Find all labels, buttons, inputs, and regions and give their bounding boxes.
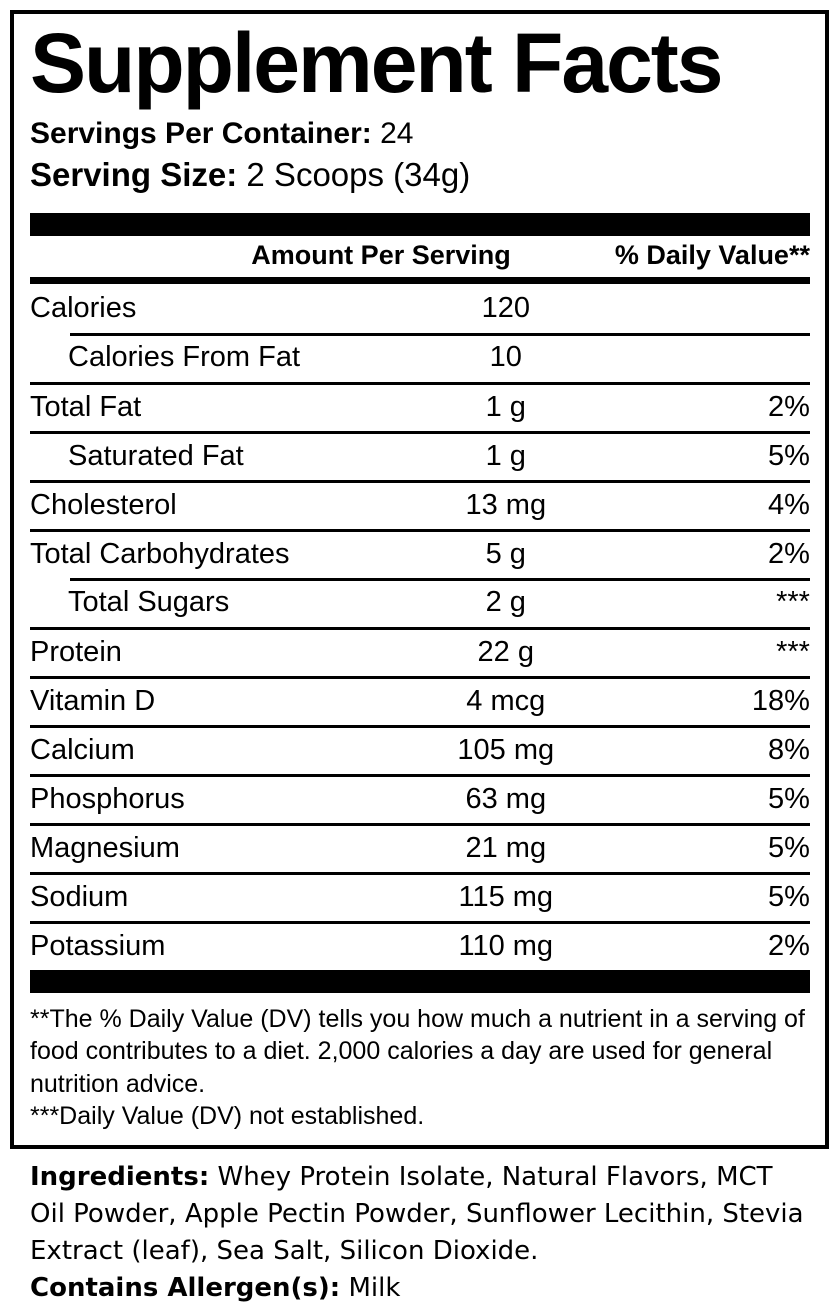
nutrient-dv: 5% [768, 783, 810, 816]
nutrient-dv: 18% [751, 685, 810, 718]
nutrient-dv: 5% [768, 832, 810, 865]
table-row-potassium: Potassium 110 mg 2% [30, 920, 810, 970]
nutrient-dv: 8% [768, 734, 810, 767]
nutrient-name: Cholesterol [30, 489, 177, 522]
dv-not-established-footnote: ***Daily Value (DV) not established. [30, 1102, 425, 1131]
table-row-total-fat: Total Fat 1 g 2% [30, 381, 810, 431]
table-row-magnesium: Magnesium 21 mg 5% [30, 822, 810, 872]
nutrient-name: Phosphorus [30, 783, 185, 816]
nutrient-amount: 1 g [485, 391, 526, 424]
nutrient-name: Total Sugars [68, 585, 230, 618]
serving-size-value: 2 Scoops (34g) [246, 156, 471, 194]
ingredients-label: Ingredients: [30, 1161, 210, 1192]
nutrient-name: Vitamin D [30, 685, 156, 718]
table-row-calories: Calories 120 [30, 284, 810, 333]
servings-per-container-line: Servings Per Container: 24 [30, 114, 810, 154]
nutrient-name: Total Carbohydrates [30, 538, 290, 571]
table-row-vitamin-d: Vitamin D 4 mcg 18% [30, 675, 810, 725]
ingredients-value: Whey Protein Isolate, Natural Flavors, M… [30, 1161, 804, 1266]
table-header-row: Amount Per Serving % Daily Value** [30, 236, 810, 284]
nutrient-amount: 2 g [485, 585, 526, 618]
table-row-calories-from-fat: Calories From Fat 10 [30, 332, 810, 382]
nutrient-amount: 105 mg [457, 734, 555, 767]
nutrient-name: Protein [30, 636, 122, 669]
allergen-value: Milk [348, 1272, 401, 1303]
panel-title: Supplement Facts [30, 16, 723, 110]
daily-value-footnote: **The % Daily Value (DV) tells you how m… [30, 1004, 805, 1098]
nutrient-amount: 120 [481, 291, 530, 324]
daily-value-header: % Daily Value** [614, 239, 810, 270]
supplement-facts-panel: Supplement Facts Servings Per Container:… [10, 10, 829, 1149]
table-row-sodium: Sodium 115 mg 5% [30, 871, 810, 921]
table-row-total-sugars: Total Sugars 2 g *** [30, 577, 810, 627]
nutrient-name: Calcium [30, 734, 135, 767]
nutrient-dv: *** [776, 585, 810, 618]
table-row-total-carbohydrates: Total Carbohydrates 5 g 2% [30, 528, 810, 578]
nutrient-dv: 2% [768, 538, 810, 571]
nutrient-amount: 115 mg [458, 881, 554, 914]
allergen-label: Contains Allergen(s): [30, 1272, 341, 1303]
nutrient-amount: 13 mg [465, 489, 547, 522]
serving-size-line: Serving Size: 2 Scoops (34g) [30, 153, 810, 197]
serving-size-label: Serving Size: [30, 156, 238, 194]
nutrient-dv: 2% [768, 391, 810, 424]
nutrient-amount: 5 g [485, 538, 526, 571]
divider-bar-top [30, 212, 810, 236]
nutrient-dv: *** [776, 636, 810, 669]
servings-per-container-label: Servings Per Container: [30, 116, 372, 150]
nutrient-dv: 5% [768, 881, 810, 914]
nutrient-amount: 21 mg [465, 832, 547, 865]
table-row-phosphorus: Phosphorus 63 mg 5% [30, 773, 810, 823]
nutrient-dv: 5% [768, 440, 810, 473]
allergen-line: Contains Allergen(s): Milk [30, 1270, 813, 1307]
nutrient-amount: 10 [489, 340, 522, 373]
nutrient-name: Saturated Fat [68, 440, 244, 473]
nutrient-amount: 63 mg [465, 783, 547, 816]
amount-per-serving-header: Amount Per Serving [251, 239, 511, 270]
nutrient-name: Potassium [30, 930, 166, 963]
nutrient-amount: 22 g [477, 636, 534, 669]
nutrient-name: Total Fat [30, 391, 142, 424]
nutrient-name: Calories From Fat [68, 340, 301, 373]
nutrient-amount: 4 mcg [466, 685, 546, 718]
table-row-calcium: Calcium 105 mg 8% [30, 724, 810, 774]
nutrient-name: Calories [30, 291, 137, 324]
table-row-saturated-fat: Saturated Fat 1 g 5% [30, 430, 810, 480]
nutrient-dv: 2% [768, 930, 810, 963]
nutrient-dv: 4% [768, 489, 810, 522]
footnotes: **The % Daily Value (DV) tells you how m… [30, 1003, 810, 1133]
servings-per-container-value: 24 [380, 116, 414, 150]
nutrient-name: Sodium [30, 881, 129, 914]
table-row-protein: Protein 22 g *** [30, 626, 810, 676]
nutrient-amount: 1 g [485, 440, 526, 473]
ingredients-line: Ingredients: Whey Protein Isolate, Natur… [30, 1159, 813, 1270]
nutrient-name: Magnesium [30, 832, 180, 865]
divider-bar-bottom [30, 969, 810, 993]
table-row-cholesterol: Cholesterol 13 mg 4% [30, 479, 810, 529]
ingredients-section: Ingredients: Whey Protein Isolate, Natur… [30, 1159, 813, 1307]
nutrient-amount: 110 mg [458, 930, 554, 963]
